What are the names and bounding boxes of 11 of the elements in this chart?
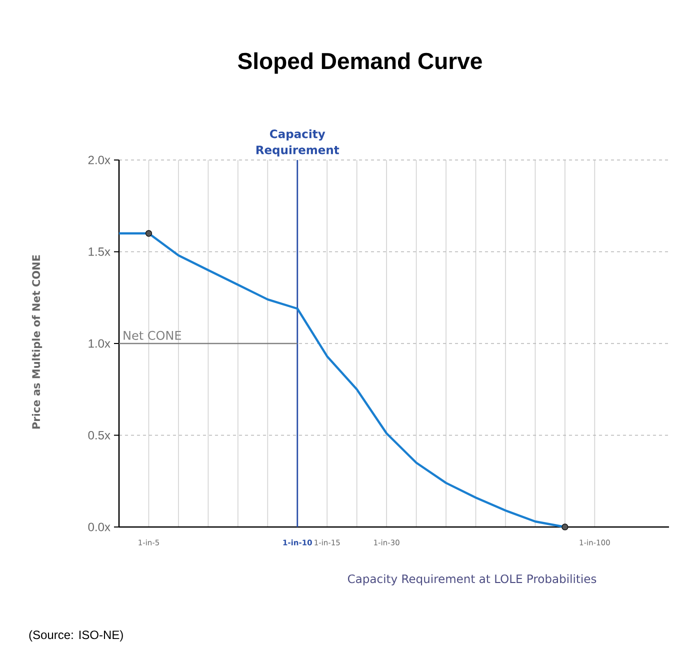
text: (Source: ISO-NE) [29, 630, 123, 642]
y-tick-label: 2.0x [88, 156, 110, 164]
y-tick-label: 0.0x [88, 522, 110, 532]
y-axis-title: Price as Multiple of Net CONE [32, 255, 42, 429]
y-tick-label: 1.0x [88, 339, 110, 348]
chart-title: Sloped Demand Curve [238, 52, 482, 74]
series-label: Net CONE [124, 330, 182, 340]
x-axis-title: Capacity Requirement at LOLE Probabilities [348, 574, 596, 586]
ref-line-label: Capacity Requirement [256, 129, 340, 156]
y-tick-label: 0.5x [88, 430, 110, 440]
y-tick-label: 1.5x [88, 248, 110, 256]
